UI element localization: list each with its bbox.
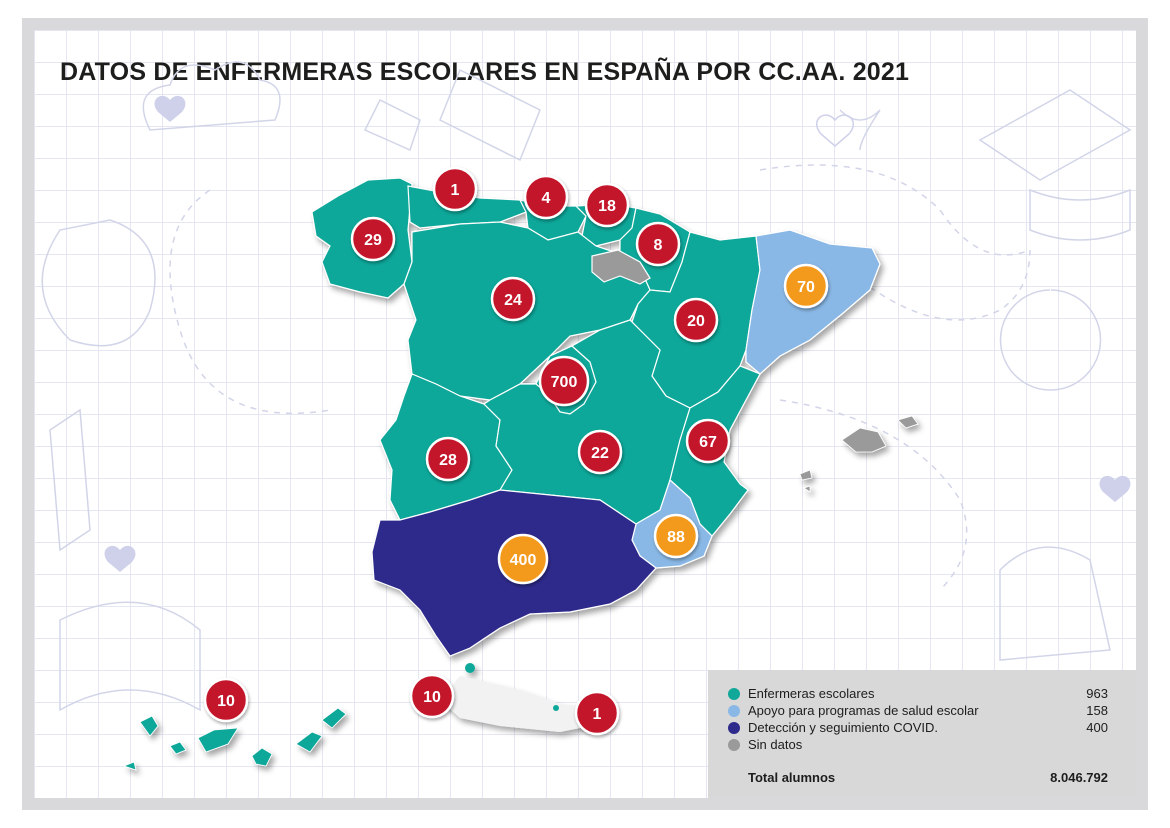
value-badge-asturias: 1 (432, 166, 478, 212)
region-baleares[interactable] (799, 415, 919, 493)
badge-circle (685, 418, 731, 464)
value-badge-navarra: 8 (635, 221, 681, 267)
value-badge-melilla: 1 (574, 690, 620, 736)
badge-circle (574, 690, 620, 736)
value-badge-madrid: 700 (538, 355, 590, 407)
heart-icon (104, 95, 1131, 572)
total-label: Total alumnos (748, 770, 836, 785)
badge-value: 10 (217, 693, 235, 710)
value-badge-cataluña: 70 (783, 263, 829, 309)
value-badge-castilla-la-mancha: 22 (577, 429, 623, 475)
legend: Enfermeras escolares 963 Apoyo para prog… (708, 670, 1136, 798)
legend-swatch (728, 722, 740, 734)
value-badge-cantabria: 4 (523, 174, 569, 220)
badge-circle (409, 673, 455, 719)
badge-circle (425, 436, 471, 482)
badge-value: 1 (593, 706, 602, 723)
legend-item-sin-datos: Sin datos (728, 737, 1098, 753)
page-title: DATOS DE ENFERMERAS ESCOLARES EN ESPAÑA … (60, 58, 910, 86)
badge-value: 22 (591, 445, 609, 462)
badge-circle (635, 221, 681, 267)
region-melilla[interactable] (553, 705, 559, 711)
decorative-doodles (41, 61, 1132, 712)
region-canarias[interactable] (122, 707, 347, 771)
badge-circle (523, 174, 569, 220)
legend-value: 400 (1086, 720, 1108, 735)
badge-value: 28 (439, 452, 457, 469)
legend-value: 963 (1086, 686, 1108, 701)
badge-circle (538, 355, 590, 407)
value-badge-extremadura: 28 (425, 436, 471, 482)
north-africa-strip (440, 663, 610, 732)
legend-label: Apoyo para programas de salud escolar (748, 703, 979, 718)
heart-outline-icon (815, 114, 855, 147)
badge-value: 29 (364, 232, 382, 249)
value-badge-andalucía: 400 (497, 533, 549, 585)
badge-circle (577, 429, 623, 475)
value-badge-murcia: 88 (653, 513, 699, 559)
badge-value: 8 (654, 237, 663, 254)
badge-value: 18 (598, 198, 616, 215)
value-badge-país-vasco: 18 (584, 182, 630, 228)
legend-value: 158 (1086, 703, 1108, 718)
value-badge-canarias: 10 (203, 677, 249, 723)
badge-value: 4 (542, 190, 551, 207)
region-la-rioja[interactable] (591, 249, 651, 285)
value-badge-ceuta: 10 (409, 673, 455, 719)
legend-total: Total alumnos 8.046.792 (728, 770, 1108, 788)
badge-circle (203, 677, 249, 723)
region-castilla-la-mancha[interactable] (483, 319, 691, 525)
value-badge-castilla-y-león: 24 (490, 276, 536, 322)
legend-label: Enfermeras escolares (748, 686, 875, 701)
badge-circle (350, 216, 396, 262)
badge-value: 400 (510, 552, 537, 569)
badge-circle (653, 513, 699, 559)
legend-swatch (728, 705, 740, 717)
badge-value: 24 (504, 292, 522, 309)
badge-value: 10 (423, 689, 441, 706)
region-ceuta[interactable] (465, 663, 475, 673)
legend-label: Detección y seguimiento COVID. (748, 720, 939, 735)
badge-value: 88 (667, 529, 685, 546)
badge-value: 700 (551, 374, 578, 391)
legend-item-covid: Detección y seguimiento COVID. 400 (728, 720, 1108, 736)
badge-circle (432, 166, 478, 212)
badge-circle (490, 276, 536, 322)
total-value: 8.046.792 (1050, 770, 1108, 785)
legend-item-enfermeras: Enfermeras escolares 963 (728, 686, 1108, 702)
legend-swatch (728, 739, 740, 751)
badge-value: 70 (797, 279, 815, 296)
legend-label: Sin datos (748, 737, 803, 752)
badge-circle (584, 182, 630, 228)
badge-circle (497, 533, 549, 585)
peninsula (311, 177, 881, 657)
legend-swatch (728, 688, 740, 700)
value-badge-galicia: 29 (350, 216, 396, 262)
legend-item-apoyo: Apoyo para programas de salud escolar 15… (728, 703, 1108, 719)
badge-value: 67 (699, 434, 717, 451)
value-badge-comunidad-valenciana: 67 (685, 418, 731, 464)
badge-value: 20 (687, 313, 705, 330)
value-badge-aragón: 20 (673, 297, 719, 343)
badge-value: 1 (451, 182, 460, 199)
badge-circle (673, 297, 719, 343)
badge-circle (783, 263, 829, 309)
